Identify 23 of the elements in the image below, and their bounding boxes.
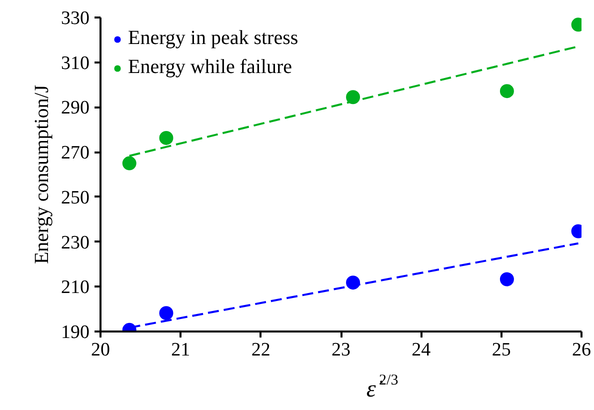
- y-tick-label: 310: [61, 52, 90, 74]
- x-tick-label: 22: [251, 340, 270, 360]
- x-tick-label: 21: [171, 340, 190, 360]
- legend-label: Energy in peak stress: [128, 27, 298, 50]
- y-tick-label: 290: [61, 98, 90, 119]
- point: [500, 272, 514, 286]
- x-tick-label: 24: [412, 340, 432, 360]
- y-tick-label: 210: [61, 277, 90, 298]
- point: [500, 84, 514, 98]
- x-tick-label: 26: [572, 340, 591, 360]
- y-tick-label: 190: [61, 322, 90, 343]
- legend-label: Energy while failure: [128, 56, 292, 79]
- y-tick-label: 270: [61, 142, 90, 164]
- y-tick-label: 330: [61, 8, 90, 29]
- x-tick-label: 23: [332, 340, 350, 360]
- point: [159, 306, 174, 320]
- x-tick-label: 20: [91, 340, 110, 360]
- point: [122, 156, 136, 170]
- y-tick-label: 230: [61, 232, 90, 254]
- y-tick-label: 250: [61, 187, 90, 208]
- point: [159, 130, 174, 145]
- x-tick-label: 25: [492, 340, 511, 360]
- y-axis-title: Energy consumption/J: [31, 84, 53, 264]
